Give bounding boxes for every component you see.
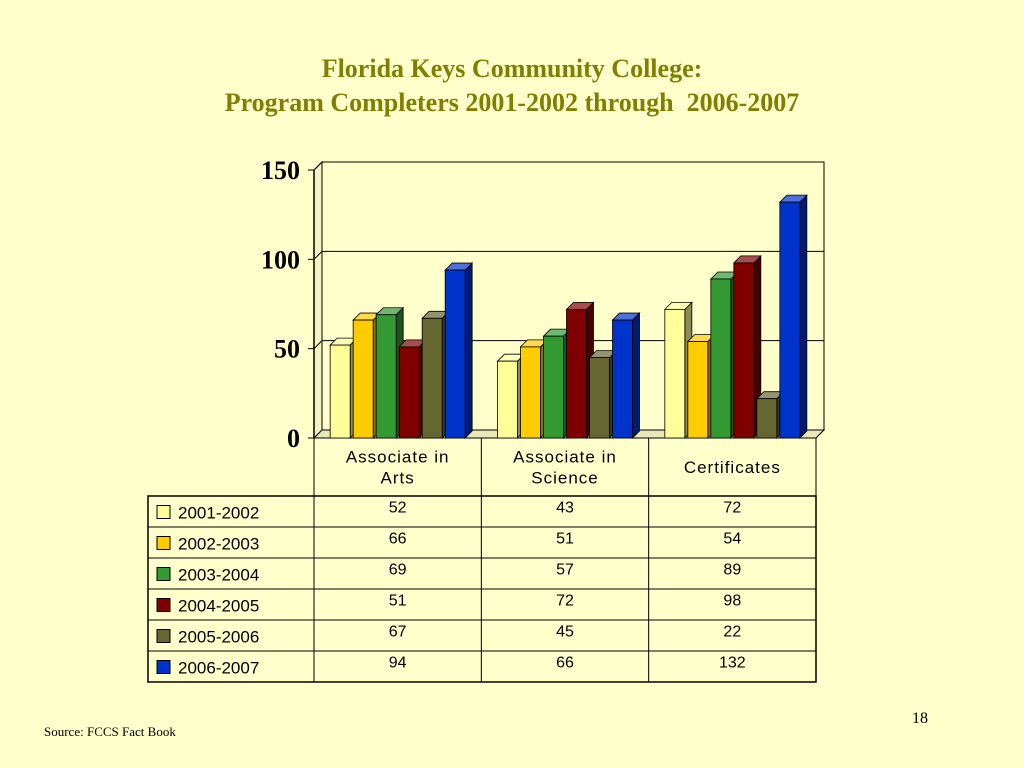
bar-front: [444, 269, 466, 439]
data-label: 89: [723, 562, 741, 579]
category-label: Associate in: [513, 448, 617, 467]
category-label: Certificates: [684, 458, 781, 477]
bar-front: [520, 346, 541, 439]
title-line-2: Program Completers 2001-2002 through 200…: [224, 88, 800, 117]
gridline: [313, 340, 824, 350]
bar-side: [799, 194, 808, 439]
legend-label: 2005-2006: [178, 628, 259, 647]
data-label: 22: [723, 624, 741, 641]
title-line-1: Florida Keys Community College:: [321, 54, 703, 83]
y-tick-label: 0: [287, 424, 300, 453]
bar-front: [329, 344, 351, 439]
data-label: 72: [556, 593, 574, 610]
bar: [611, 312, 641, 439]
bar: [444, 262, 474, 439]
bar-front: [710, 278, 732, 439]
data-label: 45: [556, 624, 574, 641]
legend-swatch: [156, 629, 171, 643]
plot-side-wall: [313, 160, 323, 440]
bar-front: [779, 201, 801, 439]
bar-front: [589, 357, 610, 439]
legend-swatch: [156, 505, 171, 519]
data-label: 132: [719, 655, 746, 672]
legend-label: 2001-2002: [178, 504, 259, 523]
legend-label: 2002-2003: [178, 535, 259, 554]
legend-swatch: [156, 660, 171, 674]
bar-front: [566, 308, 587, 439]
gridline: [313, 161, 824, 171]
data-label: 94: [389, 655, 407, 672]
y-tick-label: 50: [274, 335, 300, 364]
data-label: 57: [556, 562, 574, 579]
data-label: 66: [389, 531, 407, 548]
bar-front: [375, 314, 397, 439]
category-label: Arts: [381, 469, 415, 488]
slide-title: Florida Keys Community College: Program …: [0, 52, 1024, 120]
legend-swatch: [156, 598, 171, 612]
bar-front: [612, 319, 633, 439]
bar-front: [687, 341, 709, 439]
y-tick-label: 150: [261, 156, 300, 185]
data-label: 67: [389, 624, 407, 641]
y-tick-label: 100: [261, 245, 300, 274]
bar: [778, 194, 808, 439]
bar-side: [632, 312, 640, 439]
source-note: Source: FCCS Fact Book: [44, 724, 176, 739]
bar-front: [733, 262, 755, 439]
data-label: 72: [723, 500, 741, 517]
data-label: 51: [389, 593, 407, 610]
data-label: 54: [723, 531, 741, 548]
data-label: 52: [389, 500, 407, 517]
bar-side: [464, 262, 473, 439]
gridline: [313, 250, 824, 260]
legend-label: 2003-2004: [178, 566, 259, 585]
page-number: 18: [912, 710, 928, 727]
data-label: 69: [389, 562, 407, 579]
category-label: Associate in: [346, 448, 450, 467]
bar-front: [497, 360, 518, 439]
bar-front: [421, 317, 443, 439]
category-label: Science: [531, 469, 598, 488]
legend-label: 2006-2007: [178, 659, 259, 678]
bar-front: [543, 335, 564, 439]
bar-front: [398, 346, 420, 439]
bar: [732, 254, 762, 439]
bar-front: [352, 319, 374, 439]
data-label: 98: [723, 593, 741, 610]
legend-swatch: [156, 567, 171, 581]
legend-swatch: [156, 536, 171, 550]
data-label: 51: [556, 531, 574, 548]
data-label: 66: [556, 655, 574, 672]
bar-front: [756, 398, 778, 439]
legend-label: 2004-2005: [178, 597, 259, 616]
bar-front: [664, 308, 686, 439]
data-label: 43: [556, 500, 574, 517]
